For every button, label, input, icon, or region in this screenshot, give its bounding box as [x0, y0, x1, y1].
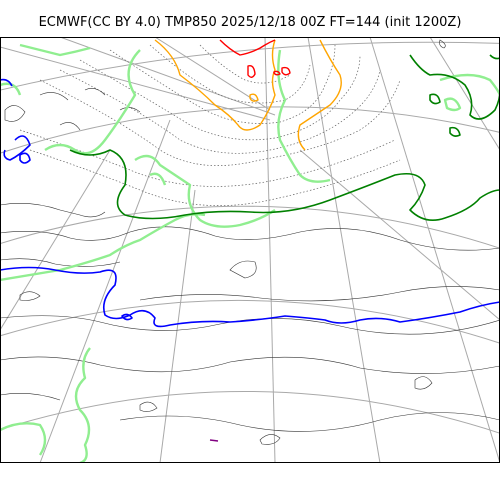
meridians — [0, 36, 500, 464]
light-green-contour — [0, 82, 22, 96]
coastline — [19, 291, 41, 301]
coastline — [0, 393, 61, 401]
dark-green-contour — [409, 54, 500, 120]
orange-contour — [297, 39, 342, 151]
blue-contour — [3, 135, 31, 161]
latitude-circle — [0, 41, 500, 91]
dotted-contour — [109, 44, 336, 124]
dotted-contours — [19, 44, 401, 206]
red-contour — [247, 64, 256, 78]
coastline — [84, 88, 106, 96]
coastline — [0, 258, 121, 267]
red-contour — [281, 66, 291, 76]
coastline — [139, 286, 500, 302]
coastline — [119, 107, 141, 113]
red-contour — [273, 70, 281, 76]
latitude-circles — [0, 41, 500, 434]
purple-contours — [209, 439, 219, 442]
coastline — [39, 92, 69, 101]
light-green-contour — [134, 154, 276, 228]
light-green-contour — [443, 97, 462, 112]
coastline — [259, 434, 281, 445]
coastline — [414, 376, 433, 390]
light-green-contours — [0, 43, 500, 465]
meridian — [0, 149, 111, 331]
light-green-contour — [0, 422, 47, 456]
coastline — [0, 356, 500, 374]
latitude-circle — [0, 299, 500, 344]
coastline — [229, 260, 257, 279]
dark-green-contour — [449, 126, 461, 137]
meridian — [39, 119, 171, 464]
dotted-contour — [79, 54, 361, 141]
blue-contour — [0, 78, 13, 87]
coastline — [4, 105, 26, 122]
orange-contour — [249, 93, 259, 102]
meridian — [429, 36, 500, 151]
coastline — [439, 39, 446, 49]
blue-contours — [0, 78, 500, 328]
blue-contour — [19, 152, 31, 164]
dotted-contour — [59, 69, 381, 154]
dotted-contour — [199, 44, 291, 84]
latitude-circle — [0, 106, 500, 154]
coastline — [119, 412, 500, 432]
meridian — [154, 36, 271, 111]
light-green-contour — [439, 73, 500, 96]
meridian — [0, 46, 271, 121]
dotted-contour — [19, 129, 396, 187]
latitude-circle — [0, 205, 500, 249]
light-green-contour — [149, 172, 167, 186]
coastline — [139, 401, 158, 412]
map-title: ECMWF(CC BY 4.0) TMP850 2025/12/18 00Z F… — [38, 15, 462, 30]
light-green-contour — [277, 49, 331, 183]
meridian — [369, 36, 500, 464]
dark-green-contour — [429, 93, 441, 105]
coastline — [0, 203, 106, 218]
dotted-contour — [149, 44, 311, 104]
dotted-contour — [29, 149, 401, 206]
blue-contour — [121, 313, 133, 321]
coastlines — [0, 39, 500, 445]
meridian — [159, 189, 196, 464]
red-contours — [219, 39, 291, 78]
latitude-circle — [0, 391, 500, 434]
red-contour — [219, 39, 276, 56]
light-green-contour — [74, 347, 91, 465]
meridian — [264, 36, 276, 464]
light-green-contour — [19, 43, 91, 57]
meridian — [299, 149, 500, 321]
meridian — [307, 36, 381, 464]
light-green-contour — [44, 49, 141, 155]
temperature-map — [0, 36, 500, 465]
light-green-contour — [0, 212, 206, 282]
coastline — [0, 315, 500, 335]
blue-contour — [0, 266, 500, 328]
meridian — [59, 36, 276, 116]
dark-green-contour — [69, 149, 500, 221]
dark-green-contours — [69, 54, 500, 221]
purple-contour — [209, 439, 219, 442]
coastline — [59, 122, 81, 131]
map-panel — [0, 36, 500, 465]
coastline — [0, 226, 500, 251]
